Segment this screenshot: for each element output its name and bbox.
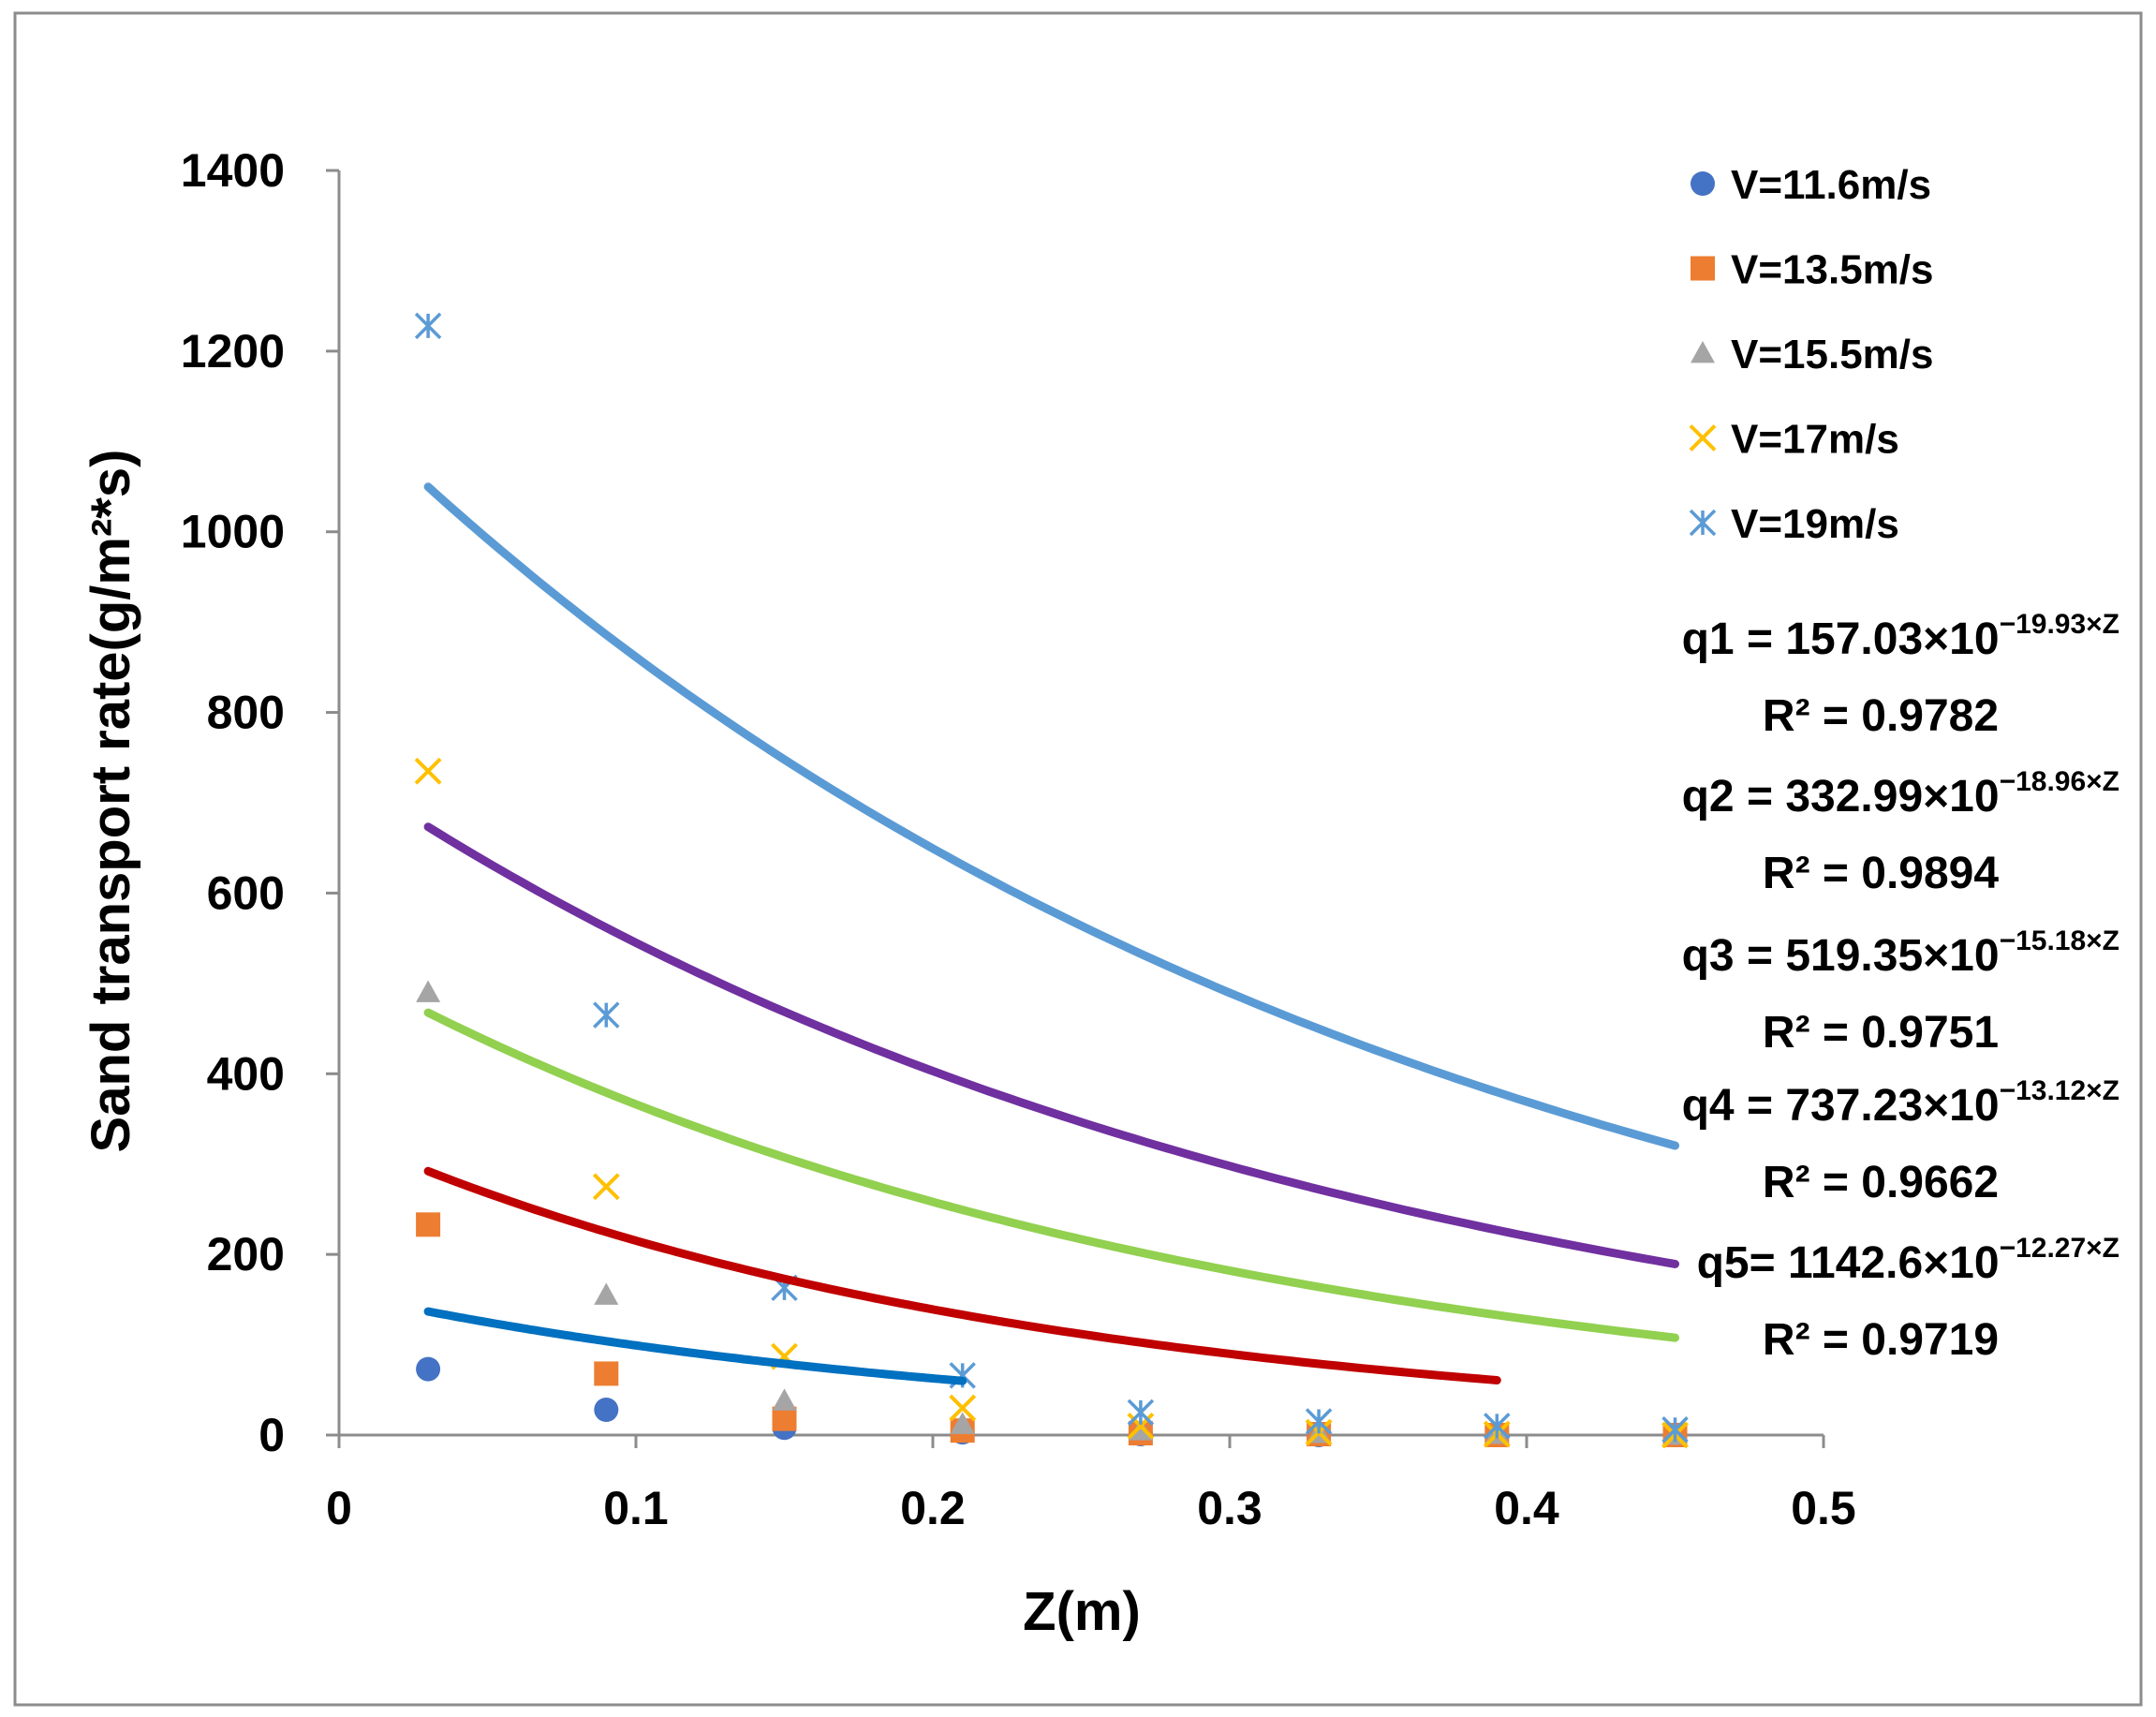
data-point: [1484, 1413, 1511, 1440]
equation-label: q4 = 737.23×10−13.12×Z: [1682, 1075, 2119, 1131]
legend-entry-label: V=15.5m/s: [1731, 332, 1934, 377]
y-tick-label: 800: [207, 687, 285, 739]
data-point: [1661, 1415, 1689, 1443]
y-tick-label: 0: [258, 1409, 285, 1461]
equation-label: q2 = 332.99×10−18.96×Z: [1682, 766, 2119, 821]
data-point: [950, 1412, 975, 1434]
data-point: [593, 1001, 620, 1029]
y-axis-title: Sand transport rate(g/m²*s): [81, 450, 141, 1153]
x-axis-title: Z(m): [1023, 1581, 1141, 1642]
equation-base: q4 = 737.23×10: [1682, 1081, 2000, 1131]
data-point: [594, 1361, 619, 1386]
equation-base: q2 = 332.99×10: [1682, 772, 2000, 821]
equation-annotations: q1 = 157.03×10−19.93×Z R² = 0.9782 q2 = 33…: [1682, 609, 2119, 1365]
equation-exponent: −18.96×Z: [2000, 766, 2119, 797]
equation-base: q3 = 519.35×10: [1682, 931, 2000, 981]
equation-base: q1 = 157.03×10: [1682, 614, 2000, 664]
legend-entry-label: V=13.5m/s: [1731, 247, 1934, 293]
x-tick-label: 0.4: [1494, 1482, 1559, 1534]
trend-curve: [423, 1307, 967, 1385]
equation-label: q5= 1142.6×10−12.27×Z: [1697, 1233, 2119, 1288]
data-point: [416, 1356, 441, 1382]
y-tick-label: 1200: [181, 325, 285, 377]
x-tick-label: 0.1: [603, 1482, 669, 1534]
legend-entry-label: V=17m/s: [1731, 417, 1899, 463]
y-tick-label: 400: [207, 1047, 285, 1100]
r-squared-label: R² = 0.9894: [1763, 849, 1999, 898]
data-point: [949, 1394, 977, 1422]
trend-curve: [423, 1008, 1679, 1342]
x-tick-label: 0.2: [900, 1482, 966, 1534]
x-tick-label: 0: [326, 1482, 352, 1534]
data-point: [414, 757, 442, 785]
legend-marker: [1691, 256, 1715, 281]
data-point: [592, 1173, 620, 1201]
equation-base: q5= 1142.6×10: [1697, 1238, 2000, 1288]
data-point: [594, 1398, 619, 1422]
r-squared-label: R² = 0.9662: [1763, 1158, 1999, 1207]
legend-marker: [1691, 341, 1715, 363]
equation-exponent: −19.93×Z: [2000, 609, 2119, 640]
legend-marker: [1689, 509, 1717, 537]
y-tick-label: 600: [207, 866, 285, 919]
r-squared-label: R² = 0.9782: [1763, 691, 1999, 741]
y-tick-label: 200: [207, 1228, 285, 1280]
data-point: [772, 1406, 797, 1431]
data-point: [414, 312, 442, 340]
legend: V=11.6m/s V=13.5m/s V=15.5m/s V=17m/s V=19m/…: [1689, 162, 1934, 547]
legend-marker: [1689, 424, 1717, 451]
equation-label: q3 = 519.35×10−15.18×Z: [1682, 925, 2119, 981]
legend-marker: [1691, 171, 1715, 196]
legend-entry-label: V=11.6m/s: [1731, 162, 1931, 208]
data-point: [416, 980, 441, 1002]
data-point: [594, 1282, 619, 1305]
r-squared-label: R² = 0.9719: [1763, 1315, 1999, 1365]
equation-exponent: −12.27×Z: [2000, 1233, 2119, 1264]
data-point: [1127, 1412, 1155, 1440]
equation-exponent: −15.18×Z: [2000, 925, 2119, 956]
figure-frame: [13, 11, 2143, 1707]
data-point: [1128, 1418, 1153, 1441]
r-squared-label: R² = 0.9751: [1763, 1008, 1999, 1058]
data-point: [1127, 1399, 1155, 1427]
equation-exponent: −13.12×Z: [2000, 1075, 2119, 1106]
data-point: [1305, 1408, 1333, 1435]
legend-entry-label: V=19m/s: [1731, 501, 1899, 547]
plot-area: 0 0.1 0.2 0.3 0.4 0.5 0 200 400 600 800 1000 1200 140…: [181, 144, 1856, 1534]
data-point: [416, 1212, 441, 1237]
trend-curve: [423, 482, 1679, 1150]
equation-label: q1 = 157.03×10−19.93×Z: [1682, 609, 2119, 664]
y-tick-label: 1400: [181, 144, 285, 197]
x-tick-label: 0.3: [1197, 1482, 1263, 1534]
data-point: [772, 1388, 797, 1411]
trend-curve: [423, 822, 1679, 1268]
y-tick-label: 1000: [181, 506, 285, 558]
x-tick-label: 0.5: [1791, 1482, 1856, 1534]
trend-curve: [423, 1166, 1501, 1384]
